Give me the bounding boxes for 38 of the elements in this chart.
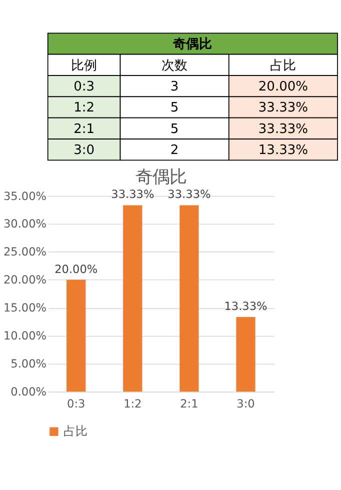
text: 3 xyxy=(170,79,179,94)
legend-label: 占比 xyxy=(64,424,88,438)
text: 2 xyxy=(170,142,179,158)
text: 奇偶比 xyxy=(172,37,212,52)
y-tick-label: 30.00% xyxy=(3,218,47,231)
data-label: 20.00% xyxy=(54,262,98,276)
x-tick-label: 2:1 xyxy=(180,398,198,411)
bar xyxy=(123,205,142,392)
y-tick-label: 0.00% xyxy=(10,385,47,398)
y-tick-label: 25.00% xyxy=(3,246,47,259)
bar xyxy=(180,205,199,392)
x-tick-label: 1:2 xyxy=(124,398,142,411)
bar xyxy=(236,317,256,392)
x-tick-label: 3:0 xyxy=(236,398,255,411)
chart-title: 奇偶比 xyxy=(135,168,186,188)
y-tick-label: 20.00% xyxy=(3,274,47,287)
category-label: 占比 xyxy=(270,58,296,74)
text: 5 xyxy=(170,100,179,116)
category-label: 1:2 xyxy=(74,100,95,116)
text: 20.00% xyxy=(258,79,308,94)
category-label: 2:1 xyxy=(74,122,95,137)
text: 13.33% xyxy=(258,142,308,158)
category-label: 次数 xyxy=(162,58,188,74)
text: 33.33% xyxy=(258,100,308,116)
y-tick-label: 35.00% xyxy=(3,190,47,203)
bar xyxy=(66,280,86,392)
category-label: 0:3 xyxy=(74,79,95,94)
x-tick-label: 0:3 xyxy=(67,398,86,411)
y-tick-label: 10.00% xyxy=(3,330,47,343)
category-label: 3:0 xyxy=(74,142,95,158)
text: 33.33% xyxy=(258,122,308,137)
text: 5 xyxy=(170,122,179,137)
text: 比例 xyxy=(71,58,98,74)
y-tick-label: 5.00% xyxy=(10,358,47,371)
y-tick-label: 15.00% xyxy=(3,302,47,315)
data-label: 13.33% xyxy=(224,300,268,314)
data-label: 33.33% xyxy=(111,188,154,202)
data-label: 33.33% xyxy=(168,188,212,202)
